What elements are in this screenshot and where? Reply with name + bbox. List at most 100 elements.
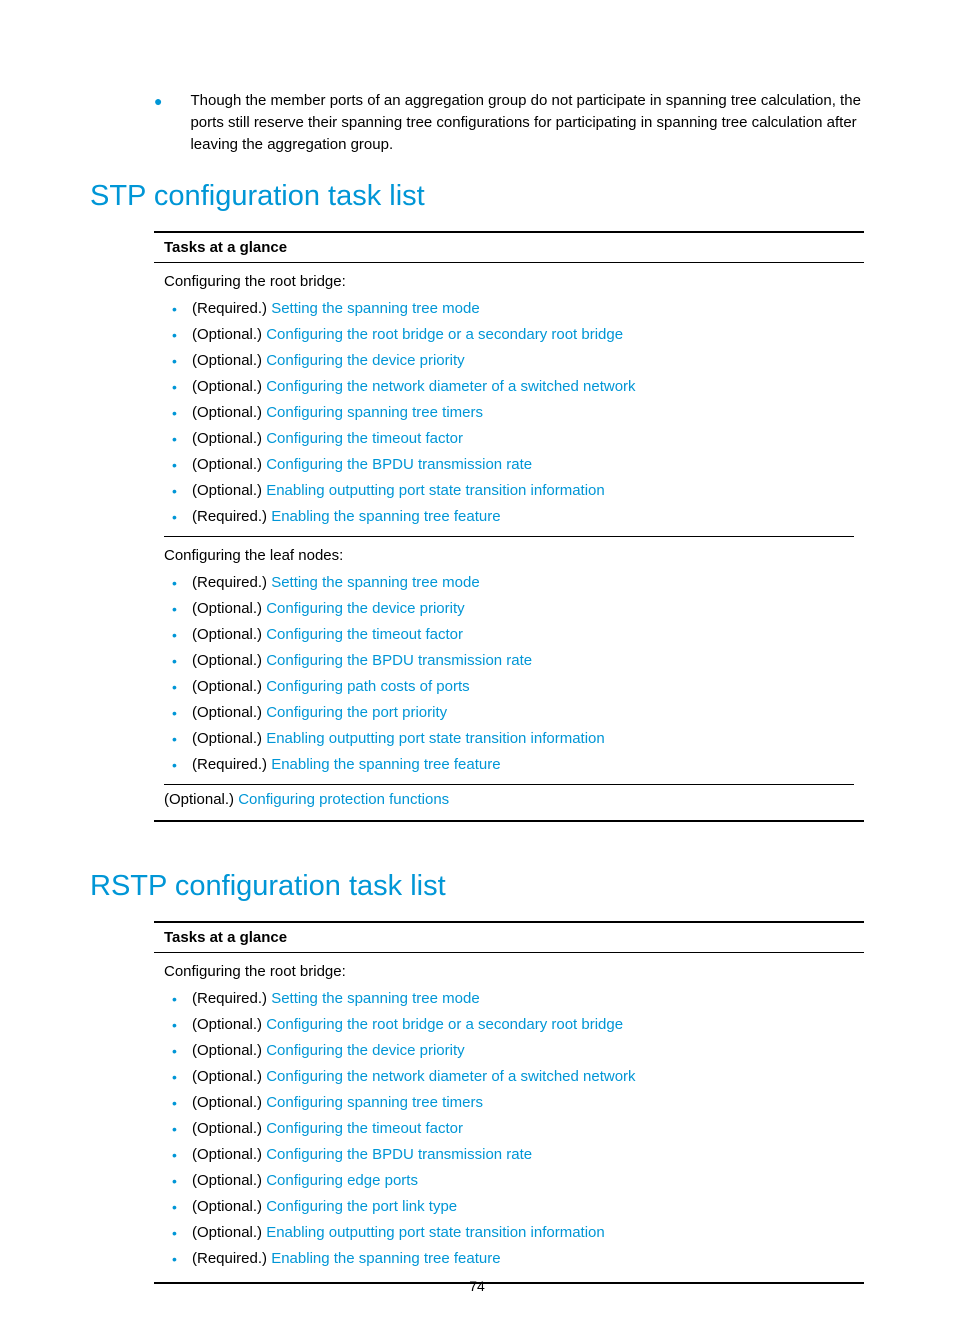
task-item: (Optional.) Enabling outputting port sta… bbox=[164, 478, 854, 504]
task-link[interactable]: Configuring the network diameter of a sw… bbox=[266, 1068, 635, 1085]
task-prefix: (Optional.) bbox=[192, 378, 266, 395]
task-prefix: (Optional.) bbox=[192, 652, 266, 669]
task-prefix: (Optional.) bbox=[192, 1224, 266, 1241]
task-link[interactable]: Configuring protection functions bbox=[238, 791, 449, 808]
section-heading: RSTP configuration task list bbox=[90, 870, 864, 903]
task-link[interactable]: Setting the spanning tree mode bbox=[271, 990, 479, 1007]
task-item: (Required.) Setting the spanning tree mo… bbox=[164, 986, 854, 1012]
task-prefix: (Optional.) bbox=[192, 704, 266, 721]
page-number: 74 bbox=[0, 1278, 954, 1294]
group-title: Configuring the root bridge: bbox=[164, 273, 854, 290]
task-item: (Required.) Enabling the spanning tree f… bbox=[164, 504, 854, 530]
task-prefix: (Optional.) bbox=[192, 1198, 266, 1215]
task-item: (Required.) Setting the spanning tree mo… bbox=[164, 570, 854, 596]
task-link[interactable]: Configuring the root bridge or a seconda… bbox=[266, 326, 623, 343]
task-list: (Required.) Setting the spanning tree mo… bbox=[164, 296, 854, 530]
task-link[interactable]: Configuring spanning tree timers bbox=[266, 404, 483, 421]
task-item: (Optional.) Configuring spanning tree ti… bbox=[164, 1090, 854, 1116]
task-link[interactable]: Configuring the device priority bbox=[266, 1042, 464, 1059]
tasks-table: Tasks at a glance Configuring the root br… bbox=[154, 921, 864, 1284]
task-item: (Optional.) Configuring path costs of po… bbox=[164, 674, 854, 700]
task-link[interactable]: Setting the spanning tree mode bbox=[271, 300, 479, 317]
task-prefix: (Required.) bbox=[192, 756, 271, 773]
task-item: (Optional.) Configuring the device prior… bbox=[164, 1038, 854, 1064]
task-item: (Optional.) Configuring the network diam… bbox=[164, 1064, 854, 1090]
task-item: (Optional.) Enabling outputting port sta… bbox=[164, 726, 854, 752]
task-item: (Optional.) Configuring the device prior… bbox=[164, 596, 854, 622]
task-item: (Optional.) Configuring the timeout fact… bbox=[164, 622, 854, 648]
task-item: (Optional.) Configuring the timeout fact… bbox=[164, 1116, 854, 1142]
task-item: (Required.) Enabling the spanning tree f… bbox=[164, 752, 854, 778]
task-item: (Optional.) Configuring the root bridge … bbox=[164, 1012, 854, 1038]
task-link[interactable]: Configuring the root bridge or a seconda… bbox=[266, 1016, 623, 1033]
task-item: (Optional.) Configuring the BPDU transmi… bbox=[164, 452, 854, 478]
bullet-icon: ● bbox=[154, 90, 162, 156]
task-link[interactable]: Configuring the BPDU transmission rate bbox=[266, 456, 532, 473]
task-link[interactable]: Configuring the timeout factor bbox=[266, 430, 463, 447]
task-item: (Optional.) Configuring the timeout fact… bbox=[164, 426, 854, 452]
task-prefix: (Optional.) bbox=[192, 326, 266, 343]
task-prefix: (Optional.) bbox=[192, 600, 266, 617]
task-prefix: (Optional.) bbox=[192, 404, 266, 421]
task-link[interactable]: Configuring the network diameter of a sw… bbox=[266, 378, 635, 395]
task-prefix: (Optional.) bbox=[192, 1042, 266, 1059]
tasks-header: Tasks at a glance bbox=[154, 923, 864, 953]
task-link[interactable]: Setting the spanning tree mode bbox=[271, 574, 479, 591]
task-link[interactable]: Configuring the timeout factor bbox=[266, 1120, 463, 1137]
tasks-header: Tasks at a glance bbox=[154, 233, 864, 263]
task-item: (Optional.) Configuring the port link ty… bbox=[164, 1194, 854, 1220]
task-item: (Optional.) Configuring the device prior… bbox=[164, 348, 854, 374]
task-list: (Required.) Setting the spanning tree mo… bbox=[164, 570, 854, 778]
task-prefix: (Optional.) bbox=[192, 456, 266, 473]
intro-bullet: ● Though the member ports of an aggregat… bbox=[154, 90, 864, 156]
group-title: Configuring the root bridge: bbox=[164, 963, 854, 980]
task-prefix: (Optional.) bbox=[192, 626, 266, 643]
task-link[interactable]: Configuring the port link type bbox=[266, 1198, 457, 1215]
task-item: (Optional.) Configuring the BPDU transmi… bbox=[164, 648, 854, 674]
task-prefix: (Optional.) bbox=[192, 1016, 266, 1033]
task-prefix: (Optional.) bbox=[192, 352, 266, 369]
task-link[interactable]: Configuring the device priority bbox=[266, 600, 464, 617]
task-prefix: (Optional.) bbox=[192, 1120, 266, 1137]
task-item: (Optional.) Configuring the root bridge … bbox=[164, 322, 854, 348]
task-link[interactable]: Enabling outputting port state transitio… bbox=[266, 1224, 605, 1241]
task-link[interactable]: Configuring spanning tree timers bbox=[266, 1094, 483, 1111]
task-link[interactable]: Configuring the device priority bbox=[266, 352, 464, 369]
task-prefix: (Optional.) bbox=[192, 430, 266, 447]
document-page: ● Though the member ports of an aggregat… bbox=[0, 0, 954, 1324]
tasks-body: Configuring the root bridge: (Required.) … bbox=[154, 953, 864, 1282]
task-group: Configuring the root bridge: (Required.) … bbox=[164, 273, 854, 530]
task-prefix: (Required.) bbox=[192, 300, 271, 317]
task-link[interactable]: Configuring edge ports bbox=[266, 1172, 418, 1189]
task-prefix: (Required.) bbox=[192, 1250, 271, 1267]
task-prefix: (Optional.) bbox=[192, 482, 266, 499]
task-link[interactable]: Configuring the BPDU transmission rate bbox=[266, 652, 532, 669]
task-link[interactable]: Configuring the timeout factor bbox=[266, 626, 463, 643]
task-item: (Optional.) Configuring edge ports bbox=[164, 1168, 854, 1194]
task-item: (Optional.) Enabling outputting port sta… bbox=[164, 1220, 854, 1246]
task-item: (Required.) Enabling the spanning tree f… bbox=[164, 1246, 854, 1272]
task-link[interactable]: Enabling outputting port state transitio… bbox=[266, 730, 605, 747]
task-link[interactable]: Configuring the BPDU transmission rate bbox=[266, 1146, 532, 1163]
task-prefix: (Optional.) bbox=[192, 1094, 266, 1111]
task-link[interactable]: Configuring path costs of ports bbox=[266, 678, 469, 695]
tasks-body: Configuring the root bridge: (Required.) … bbox=[154, 263, 864, 820]
task-link[interactable]: Enabling the spanning tree feature bbox=[271, 756, 500, 773]
task-link[interactable]: Configuring the port priority bbox=[266, 704, 447, 721]
task-item: (Optional.) Configuring the BPDU transmi… bbox=[164, 1142, 854, 1168]
tasks-table: Tasks at a glance Configuring the root br… bbox=[154, 231, 864, 822]
task-group: Configuring the root bridge: (Required.) … bbox=[164, 963, 854, 1272]
task-item: (Required.) Setting the spanning tree mo… bbox=[164, 296, 854, 322]
task-prefix: (Required.) bbox=[192, 574, 271, 591]
task-prefix: (Optional.) bbox=[192, 1068, 266, 1085]
task-prefix: (Optional.) bbox=[192, 1172, 266, 1189]
task-prefix: (Optional.) bbox=[192, 730, 266, 747]
task-link[interactable]: Enabling the spanning tree feature bbox=[271, 1250, 500, 1267]
task-group: Configuring the leaf nodes:(Required.) S… bbox=[164, 536, 854, 778]
task-prefix: (Required.) bbox=[192, 990, 271, 1007]
section-heading: STP configuration task list bbox=[90, 180, 864, 213]
task-prefix: (Optional.) bbox=[192, 678, 266, 695]
task-link[interactable]: Enabling outputting port state transitio… bbox=[266, 482, 605, 499]
task-link[interactable]: Enabling the spanning tree feature bbox=[271, 508, 500, 525]
trailing-row: (Optional.) Configuring protection funct… bbox=[164, 784, 854, 816]
